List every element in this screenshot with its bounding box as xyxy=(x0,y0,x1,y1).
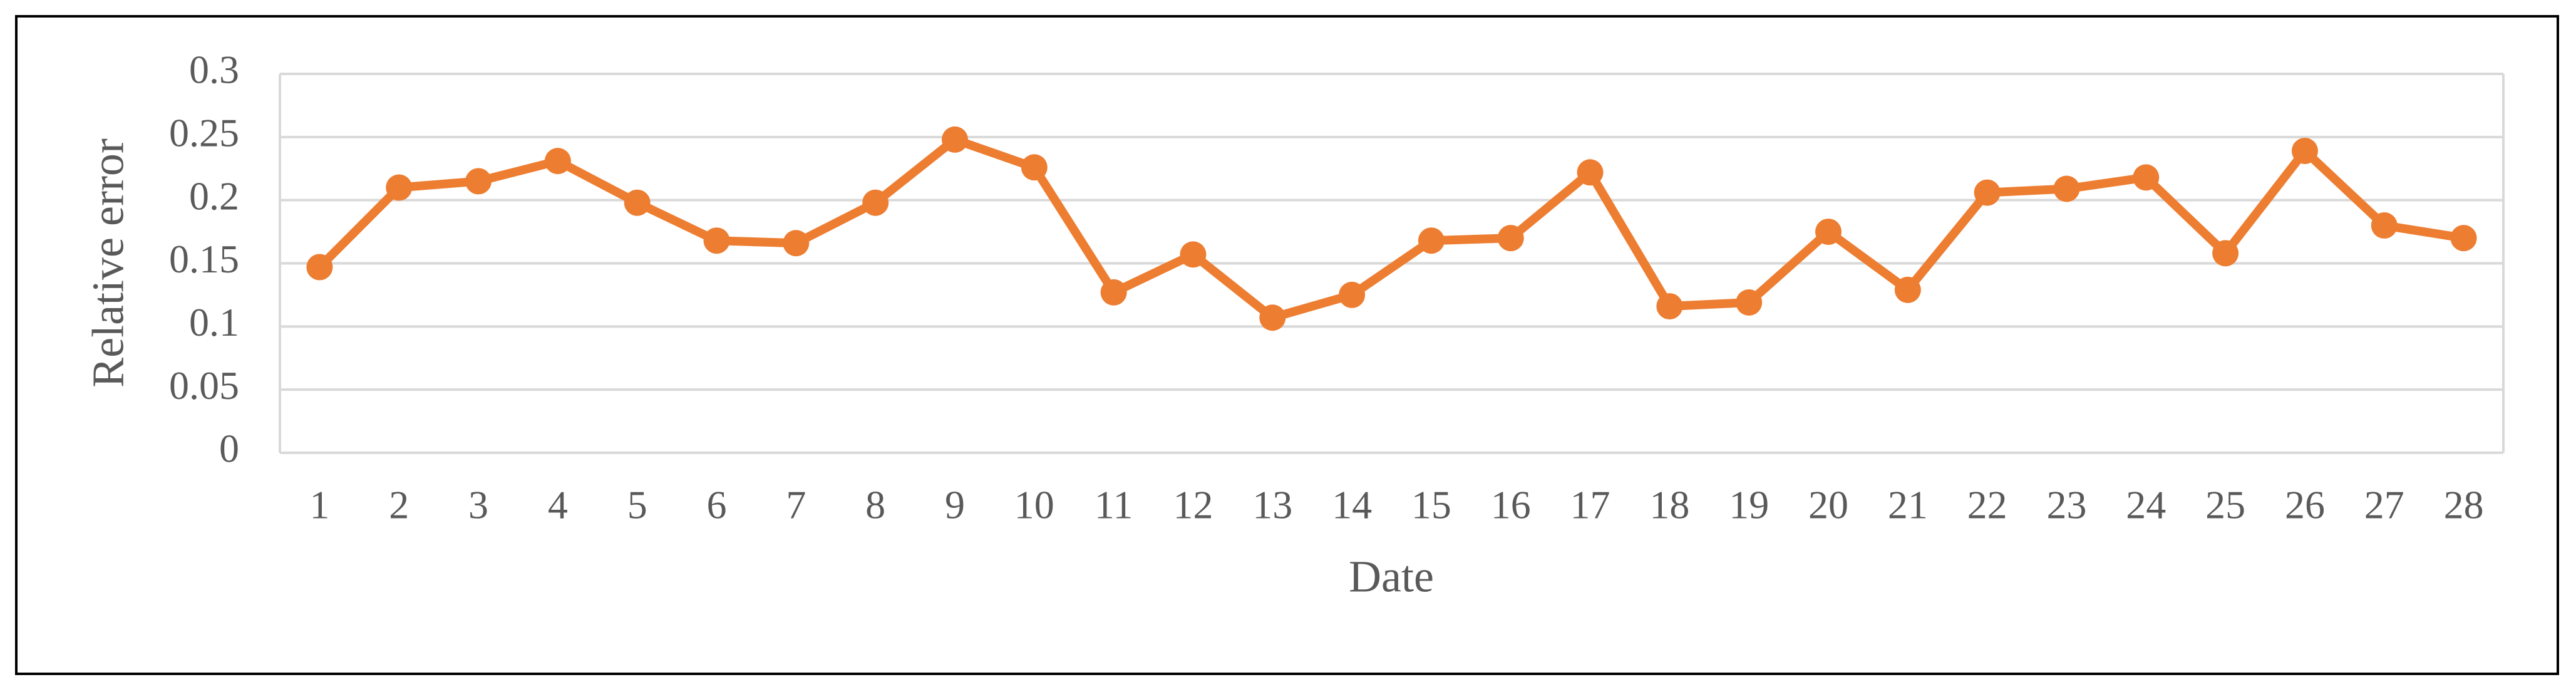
data-point xyxy=(2053,175,2080,202)
data-point xyxy=(1894,276,1921,303)
x-axis-title: Date xyxy=(1349,552,1434,602)
y-tick-label: 0.3 xyxy=(189,48,239,92)
data-point xyxy=(2212,240,2239,267)
x-tick-label: 1 xyxy=(309,483,329,527)
chart-border xyxy=(15,15,2559,675)
x-tick-label: 9 xyxy=(945,483,965,527)
data-point xyxy=(703,227,730,254)
data-point xyxy=(2371,212,2398,239)
y-axis-title: Relative error xyxy=(83,138,133,388)
data-point xyxy=(1497,225,1524,252)
x-tick-label: 28 xyxy=(2444,483,2484,527)
x-tick-label: 24 xyxy=(2126,483,2166,527)
data-point xyxy=(1100,279,1127,306)
data-point xyxy=(1656,293,1683,320)
x-tick-label: 26 xyxy=(2285,483,2325,527)
data-point xyxy=(1259,304,1286,331)
data-point xyxy=(306,254,333,281)
y-tick-label: 0.25 xyxy=(169,111,239,155)
y-tick-label: 0.05 xyxy=(169,363,239,408)
x-tick-label: 5 xyxy=(627,483,647,527)
data-line xyxy=(316,135,2465,323)
x-tick-label: 15 xyxy=(1411,483,1451,527)
data-point xyxy=(386,174,413,201)
x-tick-label: 25 xyxy=(2205,483,2245,527)
data-point xyxy=(1339,281,1366,308)
x-tick-label: 13 xyxy=(1252,483,1292,527)
x-tick-label: 18 xyxy=(1649,483,1689,527)
data-point xyxy=(941,126,968,153)
x-tick-label: 19 xyxy=(1729,483,1769,527)
data-point xyxy=(465,168,492,195)
data-point xyxy=(624,189,651,216)
data-point xyxy=(1418,227,1445,254)
y-tick-label: 0.1 xyxy=(189,300,239,344)
data-point xyxy=(1021,154,1048,181)
data-point xyxy=(2291,138,2318,165)
x-tick-label: 20 xyxy=(1808,483,1848,527)
data-point xyxy=(1577,159,1604,186)
x-tick-label: 2 xyxy=(389,483,409,527)
x-tick-label: 4 xyxy=(548,483,568,527)
x-tick-label: 6 xyxy=(707,483,727,527)
x-tick-label: 3 xyxy=(468,483,488,527)
data-point xyxy=(2450,225,2477,252)
y-tick-label: 0.2 xyxy=(189,173,239,218)
data-point xyxy=(2133,164,2160,191)
y-tick-label: 0 xyxy=(219,426,239,471)
x-tick-label: 8 xyxy=(865,483,885,527)
x-tick-label: 21 xyxy=(1888,483,1928,527)
x-tick-label: 10 xyxy=(1014,483,1054,527)
y-tick-label: 0.15 xyxy=(169,237,239,281)
x-tick-label: 27 xyxy=(2364,483,2404,527)
data-point xyxy=(862,189,889,216)
x-tick-label: 12 xyxy=(1173,483,1213,527)
data-point xyxy=(1736,289,1763,316)
x-tick-label: 7 xyxy=(786,483,806,527)
x-tick-label: 17 xyxy=(1570,483,1610,527)
x-tick-label: 22 xyxy=(1967,483,2007,527)
data-point xyxy=(783,230,810,257)
x-tick-label: 23 xyxy=(2046,483,2086,527)
x-tick-label: 14 xyxy=(1332,483,1372,527)
x-tick-label: 16 xyxy=(1491,483,1531,527)
data-point xyxy=(544,148,571,175)
data-point xyxy=(1180,241,1207,268)
data-point xyxy=(1974,179,2001,206)
data-point xyxy=(1815,219,1842,245)
x-tick-label: 11 xyxy=(1095,483,1133,527)
